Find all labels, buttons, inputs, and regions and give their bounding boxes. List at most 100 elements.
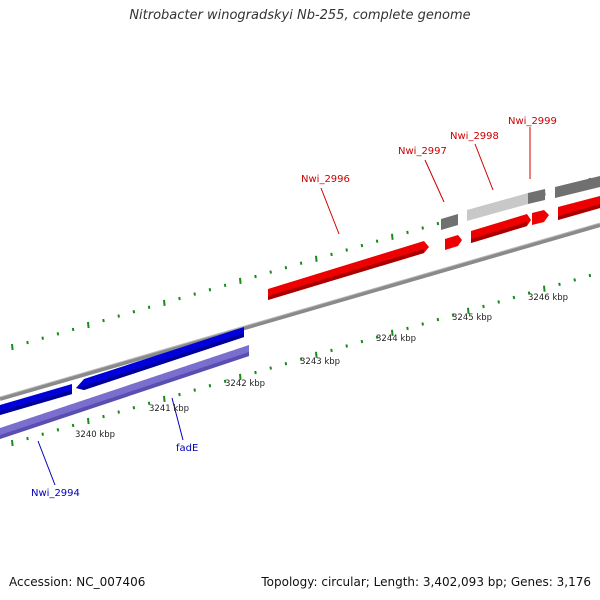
gene-nwi-2994-feature-shade	[0, 390, 72, 415]
inner-tick-35	[543, 285, 546, 292]
inner-tick-18	[284, 362, 288, 366]
inner-tick-23	[360, 339, 364, 344]
outer-tick-25	[391, 233, 394, 240]
gene-fade-feature[interactable]	[76, 327, 244, 390]
inner-tick-28	[436, 317, 440, 322]
outer-tick-24	[375, 239, 379, 243]
label-nwi-2994[interactable]: Nwi_2994	[31, 488, 80, 499]
genome-backbone	[0, 223, 600, 401]
inner-tick-2	[41, 432, 44, 436]
inner-tick-row	[11, 273, 592, 447]
inner-tick-4	[71, 423, 75, 428]
outer-tick-21	[330, 252, 333, 257]
leader-nwi-2994	[37, 440, 56, 486]
inner-tick-27	[421, 322, 424, 326]
inner-tick-5	[87, 417, 90, 425]
rna-feature-3[interactable]	[528, 189, 545, 204]
outer-tick-12	[193, 292, 196, 296]
inner-tick-32	[497, 300, 500, 304]
gene-fade-feature-shade	[76, 333, 244, 390]
outer-tick-5	[87, 321, 90, 329]
inner-tick-21	[330, 348, 333, 353]
rna-feature-1[interactable]	[441, 214, 458, 230]
inner-tick-20	[315, 351, 318, 358]
scale-label-3244: 3244 kbp	[376, 334, 416, 344]
inner-tick-24	[375, 335, 379, 339]
outer-tick-0	[11, 343, 14, 351]
inner-tick-26	[406, 326, 409, 331]
scale-label-3241: 3241 kbp	[149, 404, 189, 414]
inner-tick-31	[482, 304, 485, 309]
outer-tick-8	[132, 310, 136, 314]
scale-label-3243: 3243 kbp	[300, 357, 340, 367]
outer-tick-15	[239, 277, 242, 284]
label-nwi-2997[interactable]: Nwi_2997	[398, 146, 447, 157]
outer-tick-11	[178, 296, 181, 301]
outer-tick-20	[315, 255, 318, 262]
outer-tick-10	[163, 299, 166, 306]
inner-tick-25	[391, 329, 394, 336]
leader-fade	[171, 397, 184, 441]
outer-tick-26	[406, 230, 409, 235]
outer-tick-1	[26, 340, 29, 345]
inner-tick-12	[193, 388, 196, 392]
inner-tick-29	[451, 313, 455, 317]
genome-backbone-highlight	[0, 222, 600, 398]
inner-tick-16	[254, 370, 257, 375]
inner-tick-17	[269, 366, 272, 370]
inner-tick-8	[132, 406, 136, 410]
outer-tick-19	[299, 261, 303, 265]
outer-tick-18	[284, 266, 288, 270]
inner-tick-15	[239, 373, 242, 380]
inner-tick-22	[345, 344, 348, 348]
leader-nwi-2996	[320, 187, 340, 235]
inner-tick-37	[573, 278, 576, 282]
inner-tick-11	[178, 392, 181, 397]
scale-label-3245: 3245 kbp	[452, 313, 492, 323]
inner-tick-7	[117, 410, 120, 414]
label-nwi-2999[interactable]: Nwi_2999	[508, 116, 557, 127]
scale-label-3240: 3240 kbp	[75, 430, 115, 440]
gene-nwi-2999-feature[interactable]	[532, 210, 549, 225]
label-nwi-2998[interactable]: Nwi_2998	[450, 131, 499, 142]
inner-tick-13	[208, 384, 212, 388]
inner-tick-38	[588, 273, 592, 278]
inner-tick-33	[512, 295, 516, 300]
label-nwi-2996[interactable]: Nwi_2996	[301, 174, 350, 185]
label-fade[interactable]: fadE	[176, 443, 198, 454]
inner-tick-34	[527, 291, 531, 295]
rna-feature-2[interactable]	[467, 193, 528, 221]
leader-nwi-2998	[474, 143, 494, 191]
inner-tick-30	[467, 307, 470, 314]
scale-label-3246: 3246 kbp	[528, 293, 568, 303]
inner-tick-10	[163, 395, 166, 402]
outer-tick-17	[269, 270, 272, 274]
inner-tick-14	[223, 379, 227, 383]
inner-tick-9	[147, 401, 151, 405]
inner-tick-1	[26, 436, 29, 441]
outer-tick-13	[208, 288, 212, 292]
outer-tick-6	[102, 318, 105, 323]
outer-tick-7	[117, 314, 120, 318]
gene-nwi-2996-feature-shade	[268, 249, 424, 300]
map-title: Nitrobacter winogradskyi Nb-255, complet…	[129, 8, 471, 23]
inner-tick-6	[102, 414, 105, 419]
outer-tick-9	[147, 305, 151, 309]
reverse-light-feature-shade	[0, 352, 249, 439]
scale-label-3242: 3242 kbp	[225, 379, 265, 389]
inner-tick-3	[56, 428, 60, 432]
outer-tick-2	[41, 336, 44, 340]
outer-tick-3	[56, 332, 60, 336]
inner-tick-19	[299, 357, 303, 361]
outer-tick-16	[254, 274, 257, 279]
outer-tick-14	[223, 283, 227, 287]
gene-nwi-2998-feature-shade	[471, 222, 527, 243]
inner-tick-36	[558, 282, 561, 286]
gene-nwi-2997-feature[interactable]	[445, 235, 462, 250]
accession-text: Accession: NC_007406	[9, 575, 146, 589]
outer-tick-28	[436, 221, 440, 226]
rna-feature-4[interactable]	[555, 176, 600, 198]
outer-tick-27	[421, 226, 424, 230]
outer-tick-22	[345, 248, 348, 252]
